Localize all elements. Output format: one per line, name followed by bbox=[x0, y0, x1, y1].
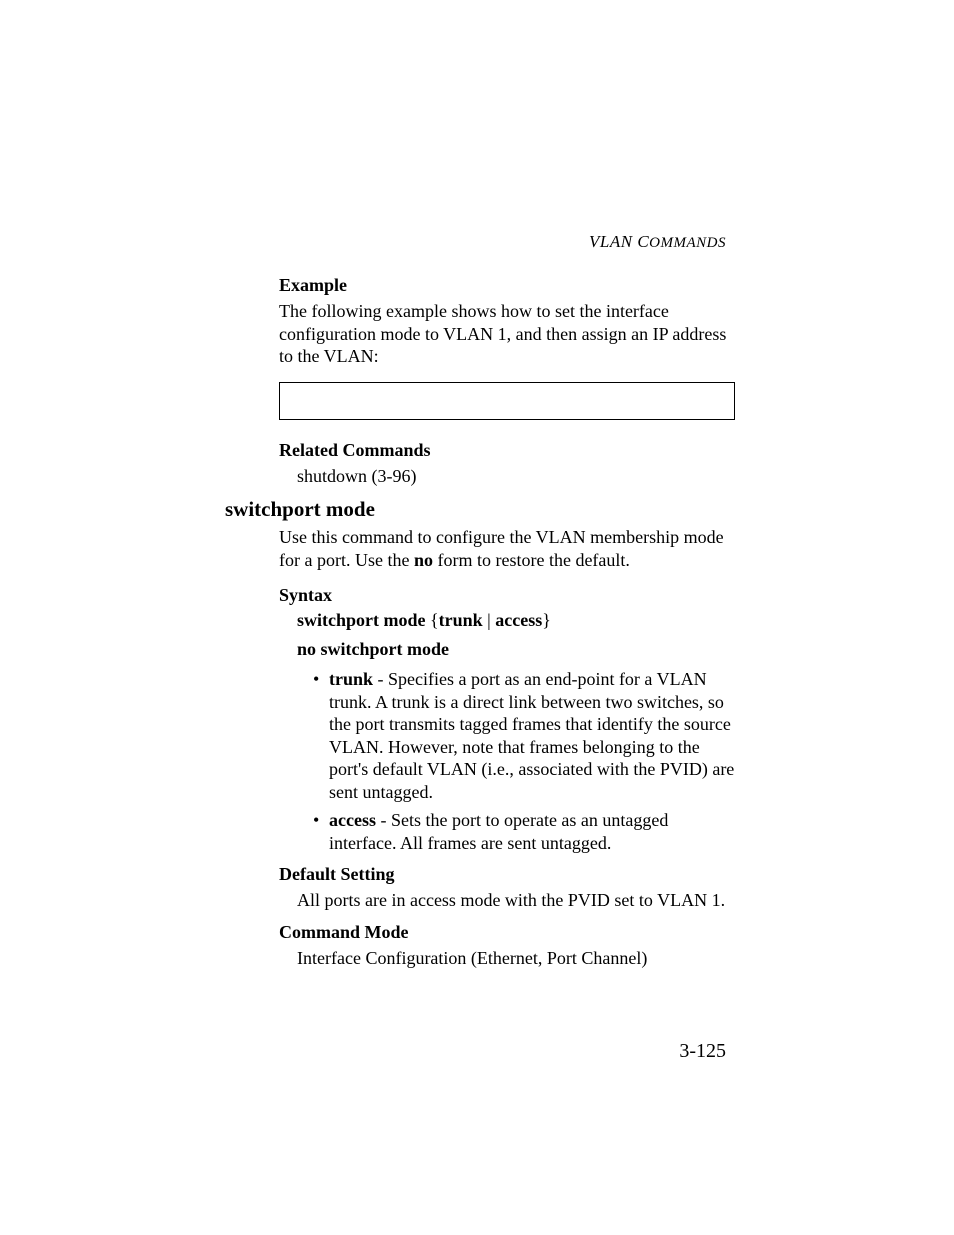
content-area: Example The following example shows how … bbox=[225, 275, 735, 979]
intro-bold-no: no bbox=[414, 550, 433, 570]
page-number: 3-125 bbox=[679, 1040, 726, 1063]
paragraph-default-setting: All ports are in access mode with the PV… bbox=[297, 889, 735, 912]
paragraph-command-mode: Interface Configuration (Ethernet, Port … bbox=[297, 947, 735, 970]
list-item: trunk - Specifies a port as an end-point… bbox=[313, 668, 735, 803]
syntax-opt-trunk: trunk bbox=[439, 610, 483, 630]
syntax-line-1: switchport mode {trunk | access} bbox=[297, 610, 735, 631]
text-related-commands: shutdown (3-96) bbox=[297, 465, 735, 488]
desc-access: - Sets the port to operate as an untagge… bbox=[329, 810, 668, 853]
running-header-suffix: OMMANDS bbox=[649, 235, 726, 251]
option-list: trunk - Specifies a port as an end-point… bbox=[313, 668, 735, 854]
desc-trunk: - Specifies a port as an end-point for a… bbox=[329, 669, 734, 802]
syntax-cmd: switchport mode bbox=[297, 610, 426, 630]
list-item: access - Sets the port to operate as an … bbox=[313, 809, 735, 854]
paragraph-intro: Use this command to configure the VLAN m… bbox=[279, 526, 735, 571]
heading-default-setting: Default Setting bbox=[279, 864, 735, 885]
section-title: switchport mode bbox=[225, 497, 735, 522]
brace-open: { bbox=[426, 610, 439, 630]
syntax-line-2: no switchport mode bbox=[297, 639, 735, 660]
term-access: access bbox=[329, 810, 376, 830]
intro-text-b: form to restore the default. bbox=[433, 550, 630, 570]
page: VLAN COMMANDS Example The following exam… bbox=[0, 0, 954, 1235]
running-header-prefix: VLAN C bbox=[589, 232, 649, 251]
syntax-opt-access: access bbox=[495, 610, 542, 630]
heading-example: Example bbox=[279, 275, 735, 296]
heading-syntax: Syntax bbox=[279, 585, 735, 606]
term-trunk: trunk bbox=[329, 669, 373, 689]
pipe: | bbox=[483, 610, 496, 630]
brace-close: } bbox=[542, 610, 551, 630]
syntax-no-cmd: no switchport mode bbox=[297, 639, 449, 659]
code-box bbox=[279, 382, 735, 420]
running-header: VLAN COMMANDS bbox=[589, 232, 726, 252]
paragraph-example: The following example shows how to set t… bbox=[279, 300, 735, 368]
heading-command-mode: Command Mode bbox=[279, 922, 735, 943]
heading-related-commands: Related Commands bbox=[279, 440, 735, 461]
